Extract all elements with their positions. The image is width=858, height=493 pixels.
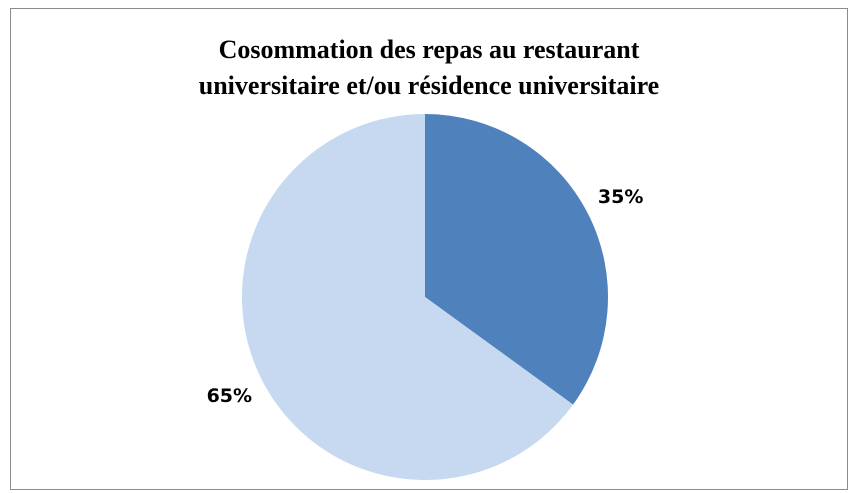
data-label: 65% — [207, 385, 252, 407]
chart-title: Cosommation des repas au restaurant — [219, 35, 640, 64]
data-label: 35% — [598, 186, 643, 208]
pie-slice — [425, 114, 609, 405]
pie-slice — [241, 114, 574, 480]
chart-title: universitaire et/ou résidence universita… — [199, 71, 659, 100]
